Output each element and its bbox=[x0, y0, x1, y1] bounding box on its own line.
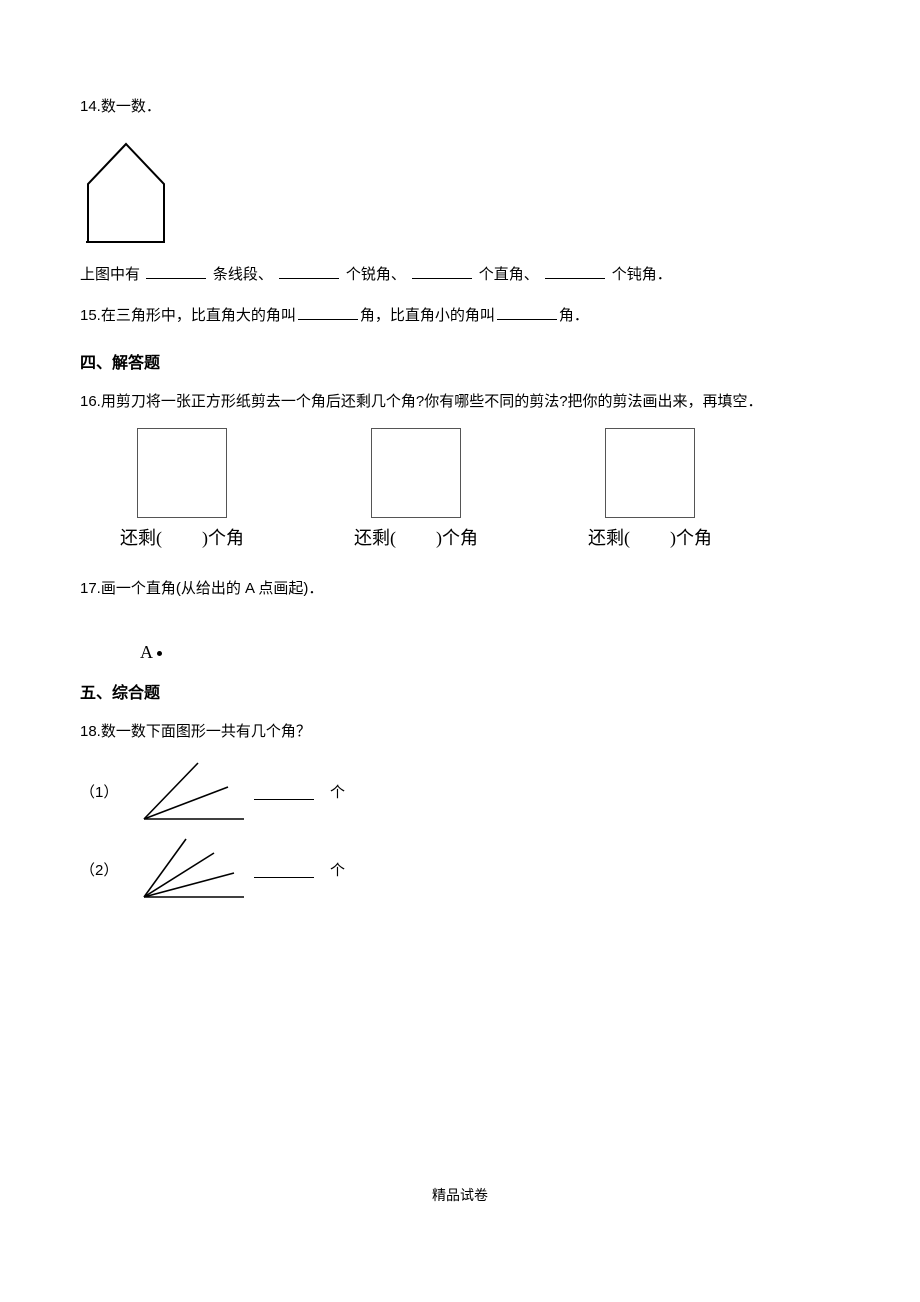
q16-line: 16.用剪刀将一张正方形纸剪去一个角后还剩几个角?你有哪些不同的剪法?把你的剪法… bbox=[80, 385, 840, 419]
q14-title: 14.数一数． bbox=[80, 90, 840, 124]
q18-text: 数一数下面图形一共有几个角？ bbox=[101, 723, 311, 740]
section-4-title: 四、解答题 bbox=[80, 349, 840, 373]
q18-row-1: （1） 个 bbox=[80, 757, 840, 827]
q18-blank-2[interactable] bbox=[254, 861, 314, 878]
square-box-1 bbox=[137, 428, 227, 518]
q15-line: 15.在三角形中，比直角大的角叫 角，比直角小的角叫 角． bbox=[80, 299, 840, 333]
q18-row-2: （2） 个 bbox=[80, 835, 840, 905]
q14-num: 14. bbox=[80, 98, 101, 115]
angle-figure-1 bbox=[132, 757, 252, 827]
q14-blank-right[interactable] bbox=[412, 262, 472, 279]
q17-text: 画一个直角(从给出的 A 点画起)． bbox=[101, 580, 324, 597]
q14-blank-acute[interactable] bbox=[279, 262, 339, 279]
q15-post: 角． bbox=[559, 307, 589, 324]
q16-group-1: 还剩( )个角 bbox=[120, 428, 244, 550]
q18-suffix-2: 个 bbox=[330, 859, 345, 880]
q18-num: 18. bbox=[80, 723, 101, 740]
q15-num: 15. bbox=[80, 307, 101, 324]
q17-num: 17. bbox=[80, 580, 101, 597]
q14-blank-obtuse[interactable] bbox=[545, 262, 605, 279]
cap-pre-1: 还剩( bbox=[120, 528, 162, 548]
q14-acute: 个锐角、 bbox=[346, 266, 406, 283]
cap-post-2: )个角 bbox=[436, 528, 478, 548]
q14-seg: 条线段、 bbox=[213, 266, 273, 283]
square-box-2 bbox=[371, 428, 461, 518]
q15-blank-2[interactable] bbox=[497, 303, 557, 320]
cap-post-3: )个角 bbox=[670, 528, 712, 548]
point-a-dot bbox=[157, 651, 162, 656]
q16-group-3: 还剩( )个角 bbox=[588, 428, 712, 550]
point-a-label: A bbox=[140, 642, 153, 662]
section-5-title: 五、综合题 bbox=[80, 679, 840, 703]
cap-pre-3: 还剩( bbox=[588, 528, 630, 548]
q16-group-2: 还剩( )个角 bbox=[354, 428, 478, 550]
q18-blank-1[interactable] bbox=[254, 783, 314, 800]
q14-title-text: 数一数． bbox=[101, 98, 161, 115]
angle-figure-2 bbox=[132, 835, 252, 905]
q15-mid: 角，比直角小的角叫 bbox=[360, 307, 495, 324]
q16-num: 16. bbox=[80, 393, 101, 410]
q17-line: 17.画一个直角(从给出的 A 点画起)． bbox=[80, 572, 840, 606]
q15-pre: 在三角形中，比直角大的角叫 bbox=[101, 307, 296, 324]
q16-figures: 还剩( )个角 还剩( )个角 还剩( )个角 bbox=[120, 428, 840, 550]
q14-right: 个直角、 bbox=[479, 266, 539, 283]
q14-obtuse: 个钝角． bbox=[612, 266, 672, 283]
q14-pre: 上图中有 bbox=[80, 266, 140, 283]
cap-post-1: )个角 bbox=[202, 528, 244, 548]
q15-blank-1[interactable] bbox=[298, 303, 358, 320]
cap-pre-2: 还剩( bbox=[354, 528, 396, 548]
q14-blank-seg[interactable] bbox=[146, 262, 206, 279]
q16-caption-1: 还剩( )个角 bbox=[120, 524, 244, 550]
q14-figure bbox=[80, 138, 840, 248]
q18-sub2-label: （2） bbox=[80, 859, 120, 880]
square-box-3 bbox=[605, 428, 695, 518]
q18-sub1-label: （1） bbox=[80, 781, 120, 802]
q16-text: 用剪刀将一张正方形纸剪去一个角后还剩几个角?你有哪些不同的剪法?把你的剪法画出来… bbox=[101, 393, 763, 410]
q16-caption-2: 还剩( )个角 bbox=[354, 524, 478, 550]
q18-line: 18.数一数下面图形一共有几个角？ bbox=[80, 715, 840, 749]
q16-caption-3: 还剩( )个角 bbox=[588, 524, 712, 550]
q14-fill-line: 上图中有 条线段、 个锐角、 个直角、 个钝角． bbox=[80, 258, 840, 292]
page-footer: 精品试卷 bbox=[80, 1185, 840, 1205]
q18-suffix-1: 个 bbox=[330, 781, 345, 802]
house-icon bbox=[80, 138, 172, 248]
q17-point: A bbox=[140, 642, 840, 663]
